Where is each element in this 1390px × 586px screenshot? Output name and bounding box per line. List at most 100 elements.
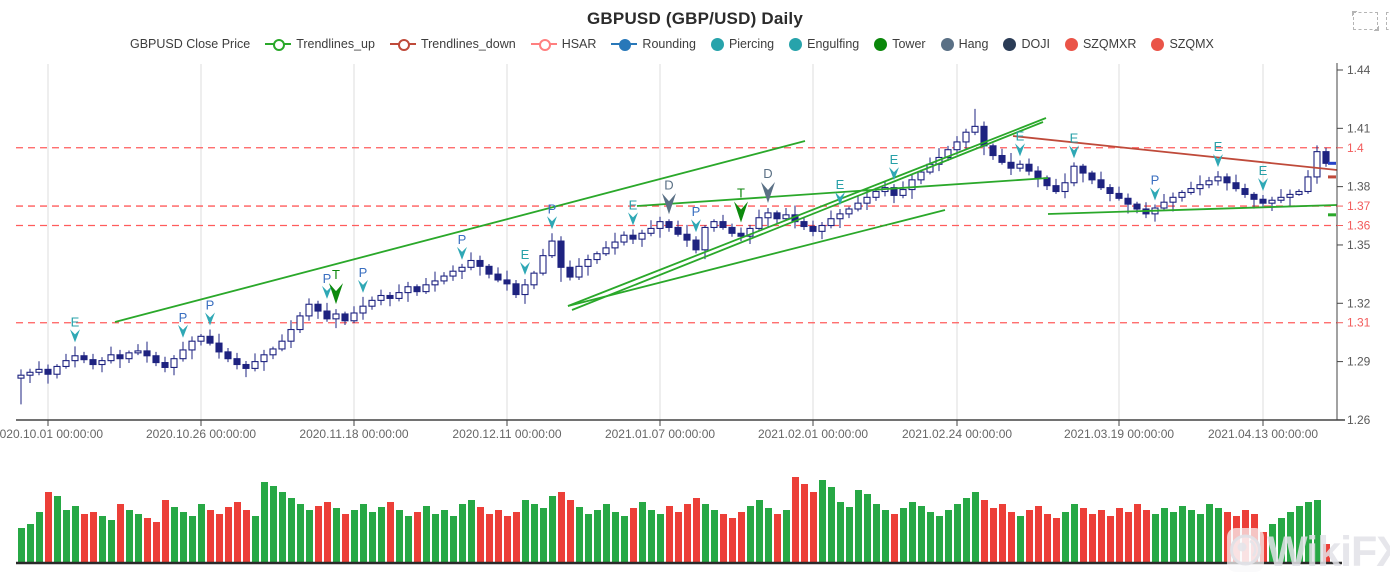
trendlines — [114, 117, 1338, 323]
legend-item-hang[interactable]: Hang — [940, 37, 988, 51]
candle — [584, 258, 592, 267]
volume-bar — [315, 506, 322, 562]
candle — [1178, 191, 1186, 198]
volume-bar — [999, 504, 1006, 562]
volume-panel — [16, 477, 1342, 565]
candle — [89, 359, 97, 366]
volume-bar — [324, 502, 331, 562]
candle — [557, 240, 565, 268]
pattern-arrow-icon — [662, 193, 676, 215]
wikifx-logo-arc — [1249, 539, 1257, 557]
volume-bar — [963, 498, 970, 562]
wikifx-watermark: WikiFX — [1227, 528, 1390, 576]
candle — [602, 247, 610, 255]
pattern-arrow-icon — [1258, 177, 1268, 191]
volume-bar — [639, 502, 646, 562]
candle — [494, 273, 502, 281]
y-tick-label: 1.32 — [1347, 296, 1371, 310]
candle — [179, 349, 187, 360]
legend-item-label: Piercing — [728, 37, 775, 51]
candle — [359, 305, 367, 314]
candle — [611, 241, 619, 249]
legend-item-label: Trendlines_down — [420, 37, 516, 51]
candle — [404, 286, 412, 294]
candle — [242, 363, 250, 369]
volume-bar — [207, 510, 214, 562]
legend-item-label: SZQMXR — [1082, 37, 1137, 51]
volume-bar — [1179, 506, 1186, 562]
candle — [116, 354, 124, 360]
candle — [1232, 182, 1240, 190]
trendline-up — [567, 117, 1047, 307]
legend-item-trendlines-up[interactable]: Trendlines_up — [265, 37, 375, 51]
candle — [989, 145, 997, 157]
legend-item-hsar[interactable]: HSAR — [530, 37, 596, 51]
volume-bar — [864, 494, 871, 562]
volume-bar — [261, 482, 268, 562]
candle — [530, 272, 538, 286]
volume-bar — [1089, 514, 1096, 562]
legend-item-tower[interactable]: Tower — [874, 37, 926, 51]
candle — [323, 310, 331, 320]
pattern-arrow-icon — [178, 324, 188, 338]
candle — [1304, 176, 1312, 193]
legend-item-rounding[interactable]: Rounding — [611, 37, 696, 51]
candle — [512, 283, 520, 296]
chart-legend: GBPUSD Close Price Trendlines_up Trendline… — [130, 37, 1250, 51]
candle — [332, 313, 340, 320]
volume-bar — [711, 510, 718, 562]
x-tick-label: 2021.02.01 00:00:00 — [758, 427, 868, 441]
volume-bar — [1188, 510, 1195, 562]
legend-item-szqmxr[interactable]: SZQMXR — [1064, 37, 1137, 51]
legend-item-engulfing[interactable]: Engulfing — [789, 37, 859, 51]
volume-bar — [675, 512, 682, 562]
candle — [224, 351, 232, 360]
candle — [962, 131, 970, 143]
hsar-tick-label: 1.31 — [1347, 316, 1371, 330]
volume-bar — [1062, 512, 1069, 562]
volume-bar — [1134, 504, 1141, 562]
trendline-down — [1012, 135, 1338, 171]
pattern-arrow-icon — [329, 283, 343, 305]
pattern-letter: E — [1214, 139, 1223, 154]
volume-bar — [468, 500, 475, 562]
candle — [161, 362, 169, 368]
volume-bar — [270, 486, 277, 562]
candle — [206, 335, 214, 344]
legend-item-trendlines-down[interactable]: Trendlines_down — [389, 37, 516, 51]
x-tick-label: 2020.10.26 00:00:00 — [146, 427, 256, 441]
candle — [773, 212, 781, 220]
date-axis: 2020.10.01 00:00:00 2020.10.26 00:00:00 20… — [0, 419, 1345, 441]
legend-circle-marker-icon — [1003, 37, 1017, 51]
volume-bar — [891, 514, 898, 562]
volume-bar — [1197, 514, 1204, 562]
volume-bar — [1035, 506, 1042, 562]
candle — [314, 303, 322, 312]
volume-bar — [855, 490, 862, 562]
volume-bar — [1080, 508, 1087, 562]
candle — [449, 270, 457, 277]
legend-item-doji[interactable]: DOJI — [1003, 37, 1050, 51]
candle — [71, 355, 79, 362]
volume-bar — [1269, 524, 1276, 562]
volume-bar — [828, 487, 835, 562]
pattern-letter: E — [890, 152, 899, 167]
candle — [476, 259, 484, 267]
box-zoom-icon[interactable] — [1352, 11, 1379, 31]
volume-bar — [1278, 518, 1285, 562]
candle — [1160, 201, 1168, 209]
candle — [1268, 199, 1276, 204]
volume-bar — [225, 507, 232, 562]
candle — [467, 259, 475, 268]
legend-item-piercing[interactable]: Piercing — [710, 37, 775, 51]
trendline-up — [114, 140, 806, 323]
volume-bar — [846, 507, 853, 562]
candle — [1205, 180, 1213, 186]
pattern-arrow-icon — [205, 312, 215, 326]
volume-bar — [1206, 504, 1213, 562]
candle — [764, 212, 772, 219]
candle — [566, 266, 574, 278]
legend-item-szqmx[interactable]: SZQMX — [1151, 37, 1214, 51]
candle — [818, 224, 826, 232]
legend-item-gbpusd-close-price[interactable]: GBPUSD Close Price — [130, 37, 250, 51]
